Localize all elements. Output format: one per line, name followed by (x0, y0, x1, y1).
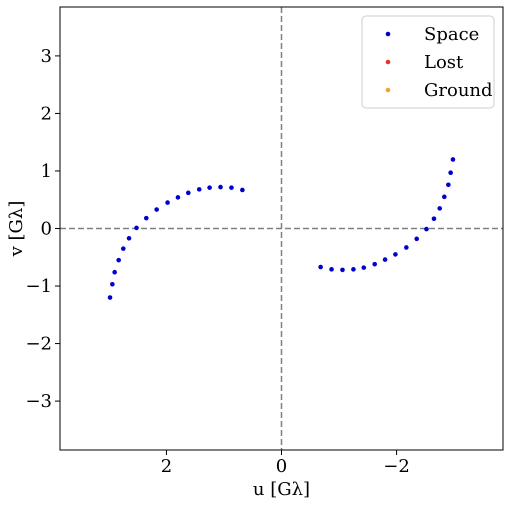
space-point (404, 245, 409, 250)
y-tick-label: −1 (25, 276, 52, 297)
space-point (240, 187, 245, 193)
legend-box (361, 15, 495, 109)
legend-marker-space (385, 31, 391, 37)
y-axis-ticks: 3 2 1 0 −1 −2 −3 (25, 46, 60, 412)
space-point (116, 257, 121, 263)
legend-marker-ground (385, 87, 391, 93)
space-point (382, 257, 388, 262)
x-tick-label: 0 (276, 456, 287, 477)
space-point (446, 182, 451, 188)
y-tick-label: 0 (41, 219, 52, 240)
legend: Space Lost Ground (361, 15, 495, 109)
space-point (154, 207, 159, 212)
space-point (134, 225, 139, 231)
space-point (165, 200, 170, 205)
x-tick-label: −2 (383, 456, 410, 477)
x-tick-label: 2 (161, 456, 172, 477)
space-point (185, 190, 191, 196)
space-point (175, 195, 181, 200)
space-point (448, 170, 453, 175)
space-point (450, 157, 456, 162)
space-point (414, 236, 420, 242)
reference-lines (60, 7, 503, 450)
space-point (329, 267, 334, 272)
y-tick-label: 3 (41, 46, 52, 67)
legend-marker-lost (385, 59, 391, 65)
y-tick-label: −3 (25, 391, 52, 412)
data-points (107, 157, 456, 300)
legend-label-lost: Lost (424, 52, 464, 73)
x-axis-ticks: 2 0 −2 (161, 450, 410, 477)
space-point (431, 216, 437, 222)
space-point (393, 252, 398, 257)
space-point (361, 265, 367, 270)
space-point (207, 185, 212, 190)
space-point (196, 187, 202, 192)
y-tick-label: −2 (25, 334, 52, 355)
space-point (143, 215, 149, 221)
space-point (107, 295, 113, 300)
legend-label-space: Space (424, 24, 479, 45)
space-point (442, 194, 447, 200)
x-axis-label: u [Gλ] (253, 479, 310, 500)
space-point (229, 185, 234, 190)
space-point (110, 282, 115, 287)
space-point (112, 269, 117, 275)
y-tick-label: 2 (41, 103, 52, 124)
y-tick-label: 1 (41, 161, 52, 182)
space-point (340, 267, 345, 273)
space-point (218, 184, 223, 190)
y-axis-label: v [Gλ] (6, 201, 27, 258)
space-point (120, 246, 126, 251)
space-point (126, 235, 132, 241)
space-point (437, 206, 443, 211)
space-point (351, 267, 356, 272)
space-point (372, 261, 378, 267)
space-point (424, 226, 429, 232)
legend-label-ground: Ground (424, 80, 493, 101)
space-point (318, 264, 323, 270)
